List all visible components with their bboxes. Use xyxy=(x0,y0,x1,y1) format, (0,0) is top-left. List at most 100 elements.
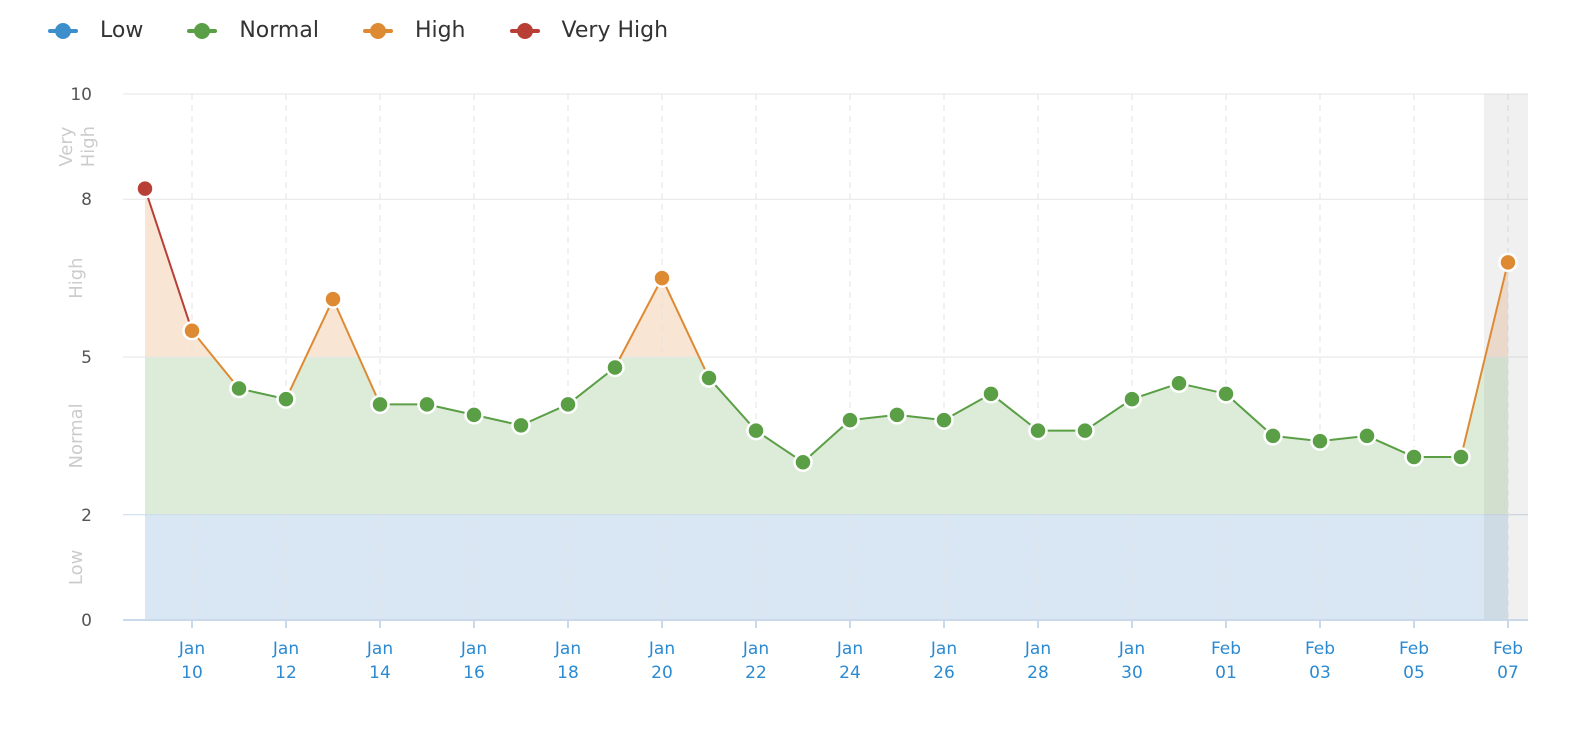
legend-item-high[interactable]: High xyxy=(362,18,466,43)
data-point[interactable] xyxy=(652,268,672,288)
x-tick-label-month: Feb xyxy=(1211,639,1241,659)
data-point[interactable] xyxy=(276,389,296,409)
data-point[interactable] xyxy=(699,368,719,388)
data-point[interactable] xyxy=(1404,447,1424,467)
data-point[interactable] xyxy=(1451,447,1471,467)
data-points xyxy=(135,178,1518,472)
data-point[interactable] xyxy=(793,452,813,472)
x-tick-label-day: 26 xyxy=(933,663,955,683)
x-tick-label-day: 14 xyxy=(369,663,391,683)
line-segment xyxy=(1225,393,1274,437)
data-point[interactable] xyxy=(981,384,1001,404)
x-tick-label-day: 16 xyxy=(463,663,485,683)
data-point[interactable] xyxy=(135,178,155,199)
y-tick-label: 8 xyxy=(81,190,92,210)
data-point[interactable] xyxy=(1310,431,1330,451)
data-point[interactable] xyxy=(323,289,343,309)
y-tick-label: 5 xyxy=(81,348,92,368)
line-segment xyxy=(144,188,193,332)
data-point[interactable] xyxy=(746,420,766,441)
data-point[interactable] xyxy=(1357,426,1377,446)
y-tick-label: 10 xyxy=(70,85,92,105)
data-point[interactable] xyxy=(1122,389,1142,409)
data-point[interactable] xyxy=(558,394,578,415)
data-point[interactable] xyxy=(417,394,437,415)
x-tick-label-day: 03 xyxy=(1309,663,1331,683)
x-tick-label-day: 20 xyxy=(651,663,673,683)
x-tick-label-month: Jan xyxy=(1024,639,1051,659)
x-tick-label-day: 28 xyxy=(1027,663,1049,683)
y-tick-label: 2 xyxy=(81,506,92,526)
x-tick-label-month: Jan xyxy=(930,639,957,659)
band-label-text: Low xyxy=(66,550,87,585)
data-point[interactable] xyxy=(1216,384,1236,404)
legend-label: Very High xyxy=(561,18,669,43)
legend-item-very-high[interactable]: Very High xyxy=(509,18,669,43)
legend-label: Low xyxy=(100,18,144,43)
line-segment xyxy=(708,377,757,432)
band-fill-very-high xyxy=(145,188,1508,200)
line-segment xyxy=(802,419,851,463)
data-point[interactable] xyxy=(1075,420,1095,441)
line-segment xyxy=(567,366,616,406)
x-tick-label-month: Feb xyxy=(1399,639,1429,659)
x-tick-label-day: 12 xyxy=(275,663,297,683)
band-label-text: High xyxy=(66,257,87,298)
x-tick-label-day: 10 xyxy=(181,663,203,683)
x-tick-label-month: Feb xyxy=(1305,639,1335,659)
data-point[interactable] xyxy=(934,410,954,430)
legend-label: High xyxy=(414,18,466,43)
x-tick-label-month: Jan xyxy=(178,639,205,659)
legend-swatch xyxy=(48,22,78,39)
data-point[interactable] xyxy=(605,357,625,378)
x-tick-label-month: Feb xyxy=(1493,639,1523,659)
data-point[interactable] xyxy=(229,378,249,399)
band-label-text: Normal xyxy=(66,403,87,468)
x-tick-label-month: Jan xyxy=(272,639,299,659)
line-segment xyxy=(191,330,240,390)
band-label-very-high: VeryHigh xyxy=(56,126,99,167)
x-tick-label-month: Jan xyxy=(836,639,863,659)
x-tick-label-month: Jan xyxy=(1118,639,1145,659)
line-segment xyxy=(332,298,381,405)
x-tick-label-month: Jan xyxy=(648,639,675,659)
data-point[interactable] xyxy=(1263,426,1283,446)
data-point[interactable] xyxy=(887,405,907,425)
x-tick-label-day: 30 xyxy=(1121,663,1143,683)
legend-item-normal[interactable]: Normal xyxy=(187,18,319,43)
data-point[interactable] xyxy=(1498,252,1518,273)
data-point[interactable] xyxy=(370,394,390,415)
data-point[interactable] xyxy=(182,320,202,341)
x-tick-label-day: 01 xyxy=(1215,663,1237,683)
y-tick-label: 0 xyxy=(81,611,92,631)
data-point[interactable] xyxy=(1169,373,1189,394)
x-tick-label-month: Jan xyxy=(366,639,393,659)
x-tick-label-day: 24 xyxy=(839,663,861,683)
legend-item-low[interactable]: Low xyxy=(48,18,143,43)
band-fill-normal xyxy=(145,357,1508,515)
data-point[interactable] xyxy=(464,405,484,425)
data-point[interactable] xyxy=(840,410,860,430)
data-point[interactable] xyxy=(1028,420,1048,441)
x-tick-label-day: 22 xyxy=(745,663,767,683)
legend-swatch xyxy=(187,22,218,39)
band-label-low: Low xyxy=(66,550,87,585)
band-label-high: High xyxy=(66,257,87,298)
legend-swatch xyxy=(509,22,540,39)
chart-legend: Low Normal High Very High xyxy=(48,18,712,43)
x-tick-label-month: Jan xyxy=(460,639,487,659)
x-tick-label-month: Jan xyxy=(742,639,769,659)
x-tick-label-month: Jan xyxy=(554,639,581,659)
line-segment xyxy=(614,277,663,368)
line-segment xyxy=(990,393,1039,432)
line-segment xyxy=(661,277,710,379)
x-tick-label-day: 18 xyxy=(557,663,579,683)
band-fill-high xyxy=(145,199,1508,357)
highlight-column xyxy=(1484,94,1528,620)
legend-swatch xyxy=(362,22,393,39)
x-tick-label-day: 05 xyxy=(1403,663,1425,683)
data-point[interactable] xyxy=(511,415,531,436)
line-segment xyxy=(285,298,334,400)
